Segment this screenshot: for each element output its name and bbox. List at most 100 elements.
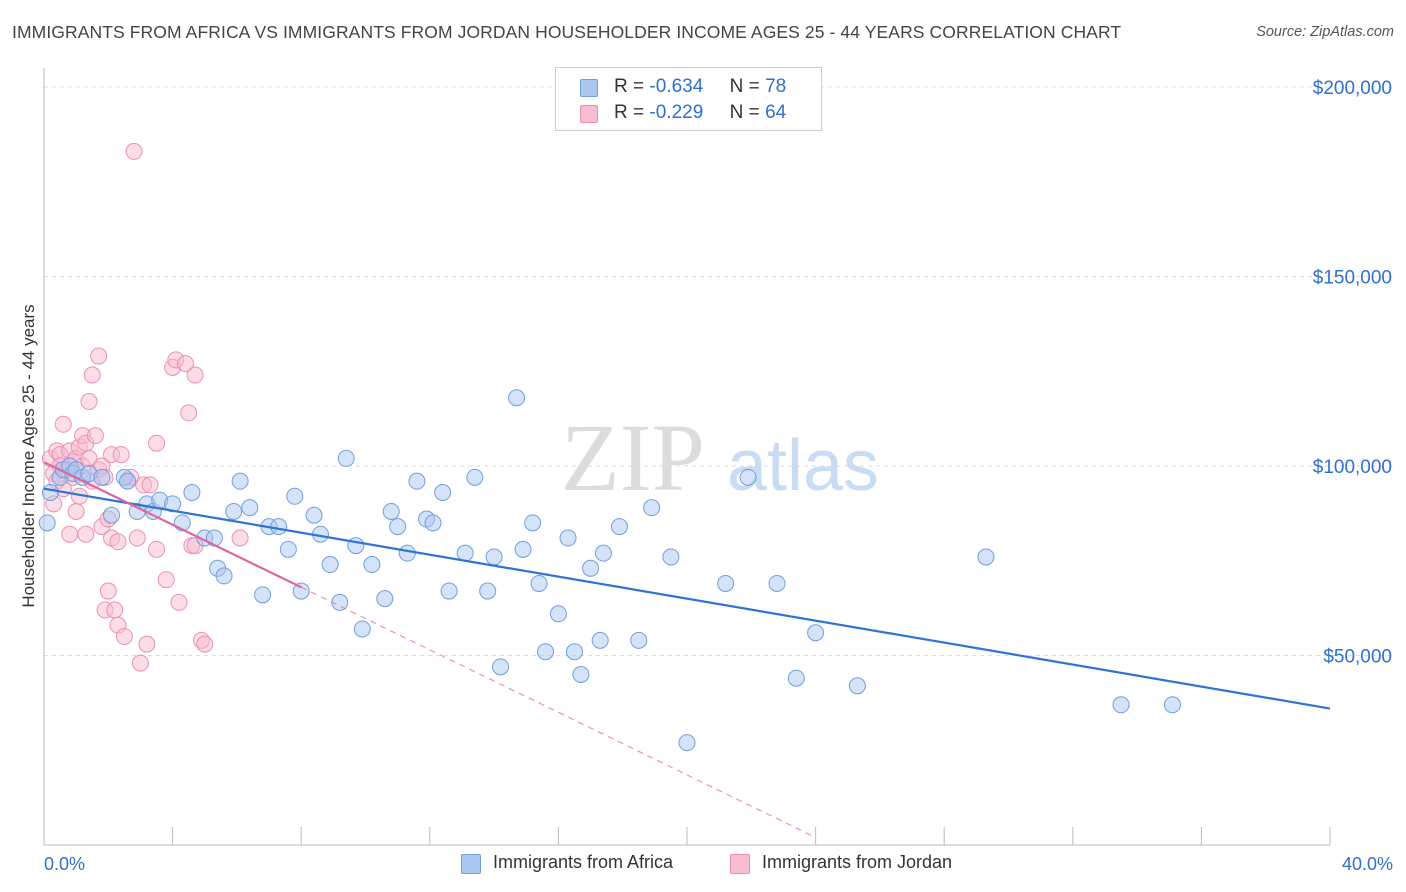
africa-point [572, 665, 590, 683]
x-tick-label: 40.0% [1342, 854, 1393, 874]
y-tick-label: $200,000 [1313, 78, 1392, 99]
africa-point [466, 468, 484, 486]
legend-n-value-africa: 78 [765, 76, 787, 97]
jordan-point [67, 502, 85, 520]
africa-point [389, 518, 407, 536]
africa-point [1112, 696, 1130, 714]
africa-point [321, 556, 339, 574]
jordan-point [115, 628, 133, 646]
africa-point [479, 582, 497, 600]
africa-point [41, 484, 59, 502]
africa-point [376, 590, 394, 608]
africa-point [164, 495, 182, 513]
africa-point [630, 631, 648, 649]
africa-point [787, 669, 805, 687]
jordan-point [61, 525, 79, 543]
africa-point [591, 631, 609, 649]
axis-labels: $50,000 $100,000 $150,000 $200,000 0.0% 40.0%… [19, 78, 1393, 874]
jordan-point [99, 582, 117, 600]
africa-point [440, 582, 458, 600]
africa-point [565, 643, 583, 661]
africa-point [424, 514, 442, 532]
africa-point [279, 540, 297, 558]
africa-point [270, 518, 288, 536]
jordan-point [128, 529, 146, 547]
africa-point [678, 734, 696, 752]
africa-point [241, 499, 259, 517]
africa-point [38, 514, 56, 532]
source-label: Source: ZipAtlas.com [1256, 24, 1394, 40]
jordan-point [54, 415, 72, 433]
jordan-point [176, 355, 194, 373]
africa-point [662, 548, 680, 566]
africa-point [93, 468, 111, 486]
series-legend: Immigrants from Africa Immigrants from J… [0, 852, 1406, 878]
africa-point [434, 484, 452, 502]
africa-point [768, 574, 786, 592]
gridlines [44, 86, 1393, 656]
jordan-point [80, 393, 98, 411]
jordan-point [148, 540, 166, 558]
legend-label-africa: Immigrants from Africa [493, 852, 674, 872]
africa-point [514, 540, 532, 558]
jordan-point [157, 571, 175, 589]
jordan-point [90, 347, 108, 365]
y-tick-label: $50,000 [1323, 646, 1392, 667]
africa-point [305, 506, 323, 524]
legend-swatch-africa [461, 854, 481, 874]
legend-n-label: N = [729, 76, 760, 97]
africa-point [183, 484, 201, 502]
africa-point [337, 449, 355, 467]
trendlines [43, 461, 1331, 838]
x-tick-label: 0.0% [44, 854, 85, 874]
series-jordan-points [41, 142, 249, 672]
africa-point [119, 472, 137, 490]
africa-point [559, 529, 577, 547]
africa-point [215, 567, 233, 585]
jordan-point [131, 654, 149, 672]
africa-point [977, 548, 995, 566]
watermark: ZIP atlas [561, 404, 879, 511]
africa-point [292, 582, 310, 600]
africa-point [610, 518, 628, 536]
jordan-point [180, 404, 198, 422]
jordan-trendline-extension [300, 586, 816, 838]
legend-r-value-jordan: -0.229 [649, 102, 704, 123]
chart-title: IMMIGRANTS FROM AFRICA VS IMMIGRANTS FRO… [12, 22, 1122, 42]
legend-swatch-jordan [580, 105, 598, 123]
africa-point [205, 529, 223, 547]
africa-point [739, 468, 757, 486]
legend-r-value-africa: -0.634 [649, 76, 704, 97]
africa-point [848, 677, 866, 695]
jordan-point [231, 529, 249, 547]
jordan-point [148, 434, 166, 452]
jordan-point [106, 601, 124, 619]
legend-n-label: N = [729, 102, 760, 123]
watermark-atlas: atlas [727, 426, 879, 506]
jordan-point [125, 142, 143, 160]
africa-point [103, 506, 121, 524]
y-axis-title: Householder Income Ages 25 - 44 years [19, 304, 38, 607]
africa-point [643, 499, 661, 517]
africa-point [231, 472, 249, 490]
africa-point [353, 620, 371, 638]
y-tick-label: $150,000 [1313, 267, 1392, 288]
africa-point [382, 502, 400, 520]
legend-label-jordan: Immigrants from Jordan [762, 852, 953, 872]
africa-point [485, 548, 503, 566]
correlation-legend: R = -0.634 N = 78 R = -0.229 N = 64 [555, 67, 822, 131]
legend-r-label: R = [614, 76, 645, 97]
legend-r-label: R = [614, 102, 645, 123]
africa-point [524, 514, 542, 532]
africa-point [594, 544, 612, 562]
africa-point [530, 574, 548, 592]
jordan-point [109, 533, 127, 551]
africa-point [398, 544, 416, 562]
jordan-point [141, 476, 159, 494]
legend-n-value-jordan: 64 [765, 102, 787, 123]
africa-point [582, 559, 600, 577]
africa-point [537, 643, 555, 661]
legend-swatch-jordan [730, 854, 750, 874]
africa-point [508, 389, 526, 407]
jordan-point [170, 593, 188, 611]
